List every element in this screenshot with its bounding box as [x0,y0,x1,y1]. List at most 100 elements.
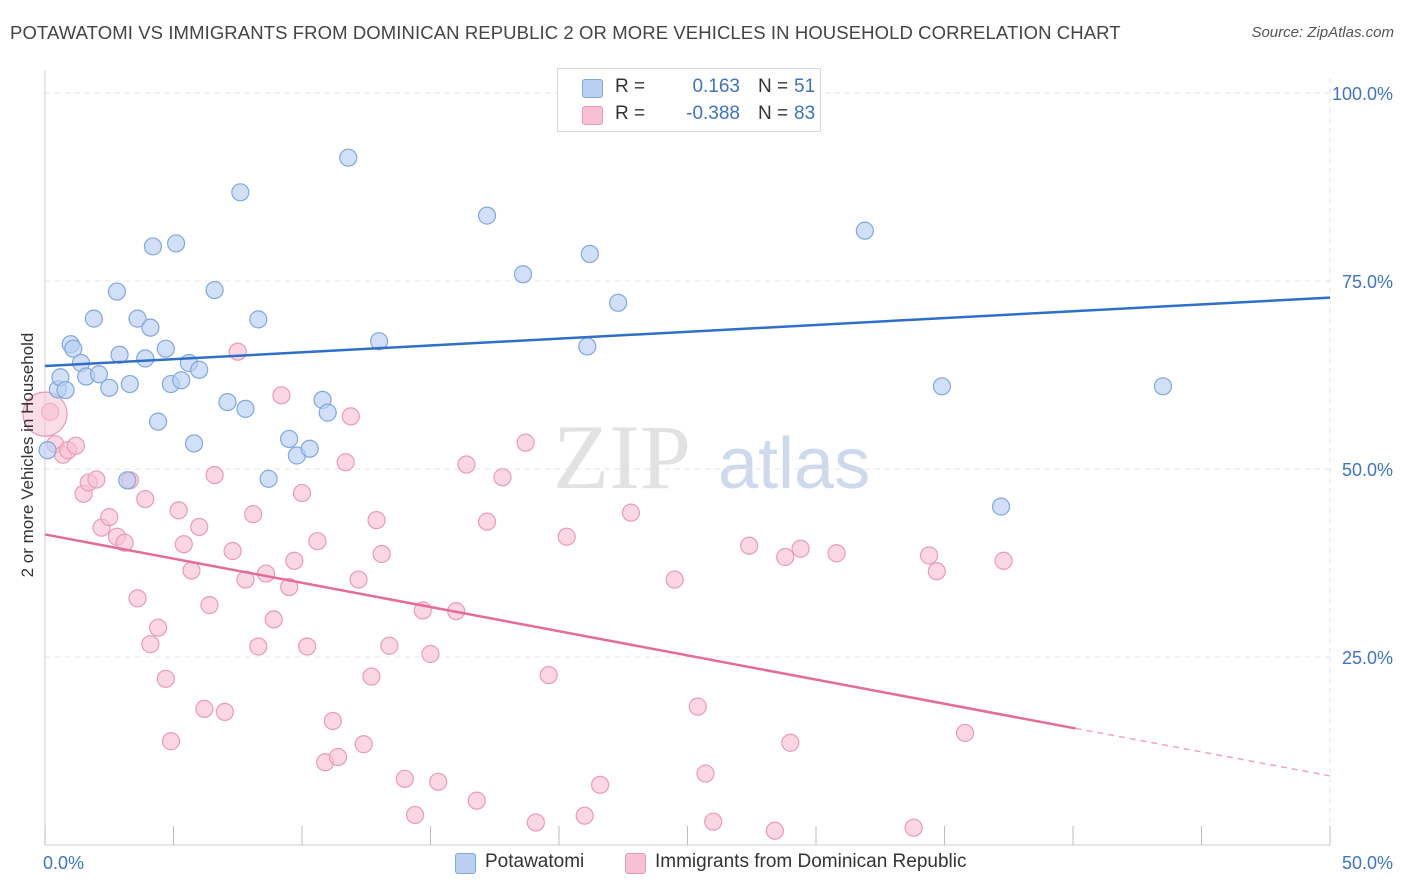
dominican-point [128,589,147,608]
legend-swatch-dominican [582,106,603,125]
dominican-point [156,669,175,688]
y-tick-label: 100.0% [1332,84,1393,104]
dominican-point [349,570,368,589]
legend-n-value: 51 [794,76,816,97]
chart-title: POTAWATOMI VS IMMIGRANTS FROM DOMINICAN … [10,22,1121,43]
potawatomi-point [128,309,147,328]
potawatomi-point [205,280,224,300]
dominican-point [328,747,348,767]
potawatomi-point [143,237,163,256]
dominican-point [190,517,209,537]
bottom-legend-label: Potawatomi [485,851,585,872]
potawatomi-point [148,412,168,431]
dominican-point-large [22,391,68,437]
potawatomi-point [141,318,160,337]
tick-labels: 25.0% 50.0% 75.0% 100.0% 0.0% 50.0% [43,84,1393,873]
legend-swatch-potawatomi [582,79,603,98]
trend-lines [44,296,1331,777]
dominican-point [169,501,188,520]
dominican-point [341,407,360,426]
legend-n-label: N = [758,103,789,124]
potawatomi-point [107,282,127,301]
dominican-point [244,505,263,524]
bottom-legend-label: Immigrants from Dominican Republic [655,851,967,872]
dominican-point [781,733,800,752]
dominican-point [66,436,85,455]
potawatomi-point [236,399,255,418]
dominican-point [223,541,242,561]
dominican-point [148,618,168,637]
dominican-point [272,386,291,405]
dominican-point [372,544,391,564]
dominican-point [776,547,795,567]
dominican-point [421,644,440,664]
dominican-point [740,536,759,555]
potawatomi-point [259,469,278,488]
potawatomi-trend-line [44,296,1331,368]
gridlines [45,78,1331,845]
x-tick-label: 0.0% [43,853,84,873]
potawatomi-point [249,310,268,329]
dominican-point [621,503,641,522]
legend-r-label: R = [615,103,646,124]
dominican-point [256,564,276,583]
dominican-point [380,636,399,655]
legend-r-value: 0.163 [692,76,740,97]
potawatomi-point [100,378,119,397]
dominican-point [323,711,342,731]
potawatomi-point [89,365,109,384]
dominican-point [591,775,610,794]
potawatomi-point [477,206,497,225]
legend-r-value: -0.388 [686,103,740,124]
dominican-point [308,532,327,551]
potawatomi-point [218,392,237,412]
potawatomi-point [38,441,57,460]
potawatomi-point [190,360,209,379]
watermark: ZIP atlas [553,406,870,508]
legend-n-value: 83 [794,103,816,124]
dominican-point [557,527,576,546]
dominican-point [285,551,304,570]
dominican-point [395,769,414,788]
dominican-point [955,723,975,743]
dominican-point [141,635,160,654]
potawatomi-point [166,234,186,253]
dominican-point [477,512,497,531]
dominican-point [665,570,684,589]
dominican-point [182,561,201,580]
dominican-point [298,637,317,656]
potawatomi-point [318,403,337,422]
dominican-point [405,805,425,825]
dominican-point [791,539,810,558]
potawatomi-point [370,332,389,351]
dominican-point [292,483,312,503]
potawatomi-point [118,471,137,490]
dominican-point [264,610,283,629]
dominican-point [704,812,723,831]
dominican-point [215,702,234,722]
x-tick-label: 50.0% [1342,853,1393,873]
y-tick-label: 75.0% [1342,272,1393,292]
bottom-legend-swatch-dominican [625,853,646,874]
potawatomi-point [172,371,191,390]
dominican-point [205,465,224,485]
dominican-point [765,821,784,840]
potawatomi-point [231,183,250,202]
dominican-point [688,697,707,716]
dominican-point [174,535,193,554]
chart-source: Source: ZipAtlas.com [1251,24,1394,41]
dominican-point [87,470,106,489]
y-axis-label: 2 or more Vehicles in Household [18,333,37,578]
dominican-point [136,489,155,509]
bottom-legend-swatch-potawatomi [455,853,476,874]
series-dominican-points [22,342,1013,840]
dominican-point [336,453,355,472]
potawatomi-point [156,339,175,358]
potawatomi-point [339,148,358,167]
potawatomi-point [120,374,139,394]
dominican-point [827,544,846,563]
dominican-point [467,791,486,810]
potawatomi-point [580,244,599,264]
axes [44,70,1331,846]
